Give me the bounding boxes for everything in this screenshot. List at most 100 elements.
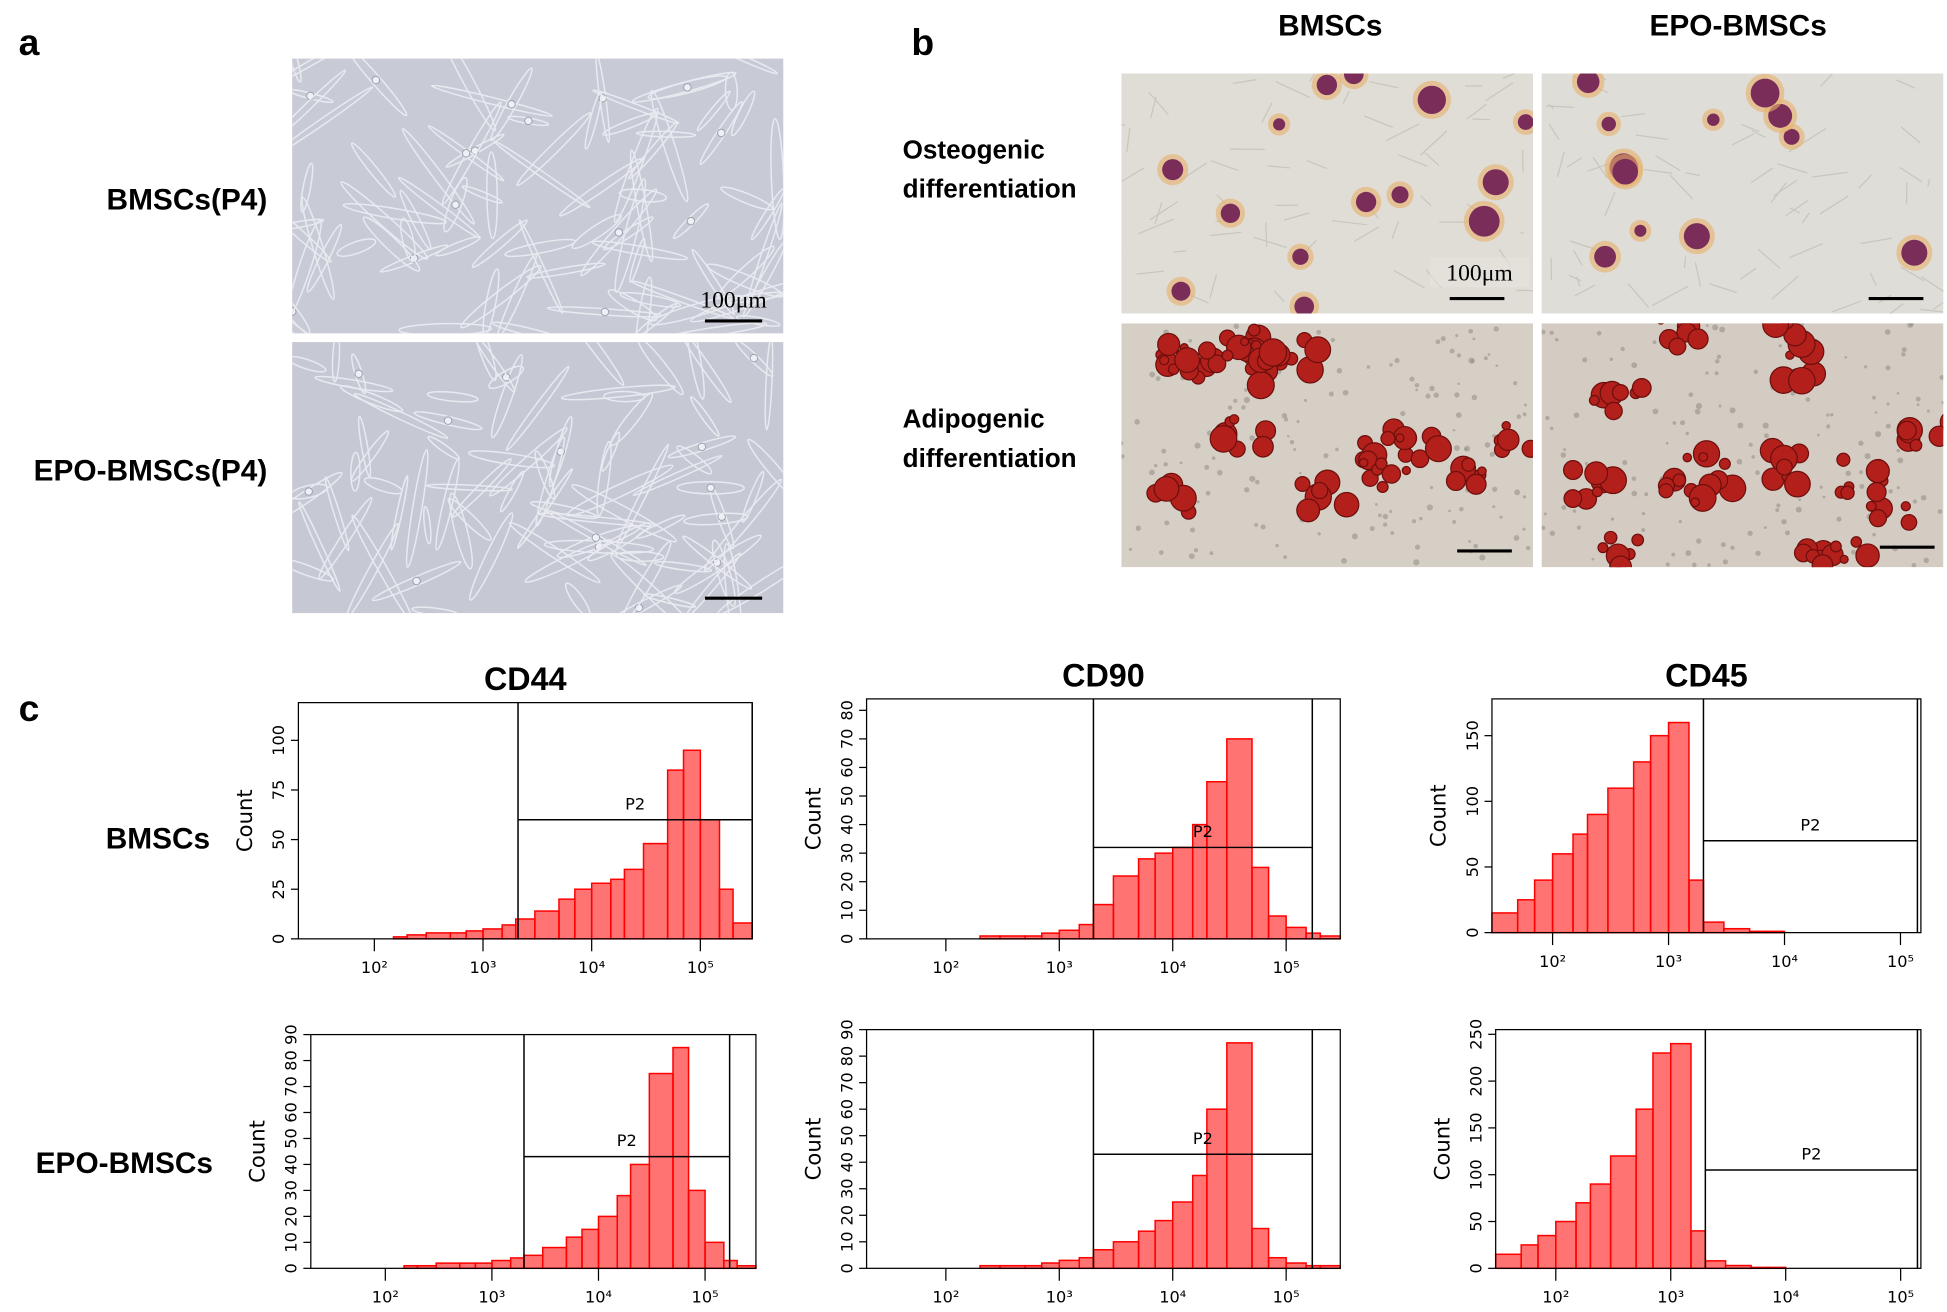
histogram-bar — [666, 769, 685, 940]
fiber — [1858, 174, 1873, 189]
fiber — [1309, 73, 1316, 83]
cell — [317, 497, 373, 580]
lipid-droplet — [1657, 323, 1664, 325]
plot-frame — [1491, 698, 1922, 934]
cell-body — [461, 149, 471, 158]
speck — [1610, 517, 1615, 521]
y-tick-label: 70 — [837, 1072, 856, 1093]
histogram-bar — [1191, 1174, 1208, 1270]
y-tick-label: 30 — [837, 843, 856, 864]
histogram-bar — [1575, 1202, 1592, 1270]
speck — [1652, 340, 1657, 345]
cell — [292, 288, 311, 334]
cell — [558, 157, 644, 217]
speck — [1453, 445, 1460, 451]
lipid-droplet — [1521, 439, 1533, 458]
speck — [1468, 328, 1474, 334]
cell — [423, 505, 432, 545]
cell-body — [697, 442, 707, 452]
speck — [1163, 462, 1168, 467]
y-axis-label: Count — [245, 1120, 270, 1183]
histogram-bar — [501, 924, 517, 940]
histogram-bar — [509, 1257, 525, 1270]
y-tick-label: 70 — [837, 729, 856, 750]
y-tick-label: 60 — [837, 1099, 856, 1120]
lipid-droplet — [1820, 571, 1832, 583]
fiber — [1669, 174, 1694, 200]
speck — [1204, 464, 1210, 470]
nodule — [1316, 74, 1338, 96]
histogram: Count 0 50 100 150 200 250 10² 10³ 10⁴ 10⁵ P2 — [1429, 1019, 1922, 1307]
speck — [1495, 364, 1499, 368]
speck — [1471, 394, 1478, 401]
speck — [1457, 382, 1460, 386]
speck — [1249, 435, 1255, 441]
speck — [1737, 422, 1744, 429]
fiber — [1643, 168, 1673, 174]
y-tick-label: 50 — [837, 786, 856, 807]
speck — [1790, 391, 1796, 396]
speck — [1158, 550, 1164, 555]
cell — [300, 162, 314, 213]
fiber — [1172, 250, 1187, 253]
lipid-droplet — [1855, 543, 1880, 568]
speck — [1472, 337, 1476, 341]
fiber — [1210, 159, 1239, 172]
cell — [324, 476, 350, 552]
lipid-droplet — [1658, 483, 1674, 499]
histogram-bar — [474, 1262, 493, 1270]
speck — [1523, 403, 1528, 407]
speck — [1776, 503, 1781, 508]
speck — [1233, 323, 1240, 330]
lipid-droplet — [1836, 452, 1851, 467]
cell — [602, 112, 658, 136]
cell — [405, 449, 429, 568]
fiber — [1927, 179, 1931, 187]
speck — [1194, 442, 1201, 449]
lipid-droplet — [1445, 470, 1467, 492]
histogram-bar — [542, 1246, 568, 1270]
x-tick-label: 10⁵ — [692, 1288, 719, 1307]
gate-label: P2 — [1193, 822, 1213, 841]
speck — [1254, 523, 1259, 527]
cell — [350, 142, 397, 198]
speck — [1164, 520, 1170, 526]
fiber — [1137, 218, 1175, 235]
cell — [435, 235, 481, 257]
x-tick-label: 10² — [361, 958, 388, 977]
cell-body — [451, 200, 460, 209]
cell — [601, 431, 621, 472]
fiber — [1896, 79, 1916, 89]
cell — [339, 385, 404, 413]
y-tick-label: 40 — [282, 1154, 301, 1175]
speck — [1330, 337, 1335, 343]
lipid-droplet — [1395, 433, 1405, 443]
speck — [1459, 506, 1464, 512]
y-tick-label: 20 — [837, 871, 856, 892]
speck — [1128, 547, 1133, 551]
speck — [1563, 448, 1567, 451]
y-tick-label: 30 — [837, 1178, 856, 1199]
speck — [1872, 395, 1876, 400]
cell — [469, 512, 514, 601]
y-tick-label: 20 — [837, 1205, 856, 1226]
speck — [1729, 407, 1736, 414]
speck — [1705, 324, 1709, 327]
speck — [1335, 447, 1339, 452]
speck — [1755, 470, 1760, 475]
x-tick-label: 10⁵ — [1887, 1288, 1914, 1307]
speck — [1747, 530, 1753, 536]
speck — [1513, 535, 1520, 541]
histogram-bar — [1586, 813, 1609, 934]
speck — [1513, 381, 1518, 386]
fiber — [1485, 82, 1514, 102]
speck — [1829, 413, 1834, 417]
speck — [1864, 453, 1871, 460]
cell — [467, 450, 556, 469]
nodule — [1171, 281, 1191, 301]
speck — [1382, 513, 1389, 520]
histogram-bar — [732, 922, 753, 940]
speck — [1233, 398, 1238, 403]
fiber — [1354, 226, 1380, 242]
histogram-bar — [1154, 852, 1174, 940]
